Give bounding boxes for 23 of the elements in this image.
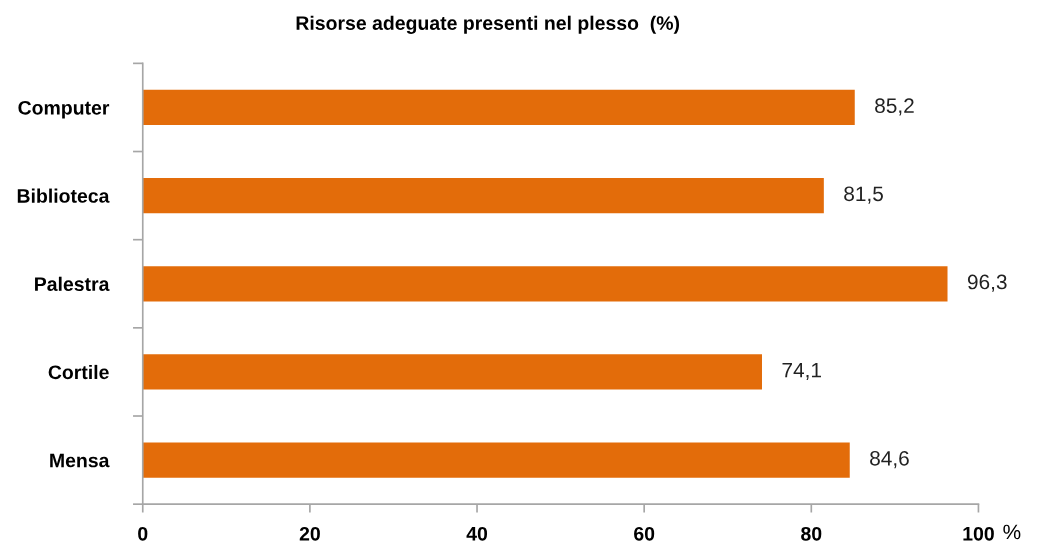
y-tick-label: Biblioteca [17, 188, 110, 203]
x-tick-label: 100 [963, 526, 994, 541]
x-tick-label: 0 [138, 526, 148, 541]
bar [142, 266, 948, 302]
y-tick-label: Mensa [50, 453, 110, 468]
y-tick-label: Palestra [35, 276, 110, 291]
data-label: 74,1 [782, 362, 821, 380]
x-tick-label: 20 [299, 526, 320, 541]
chart-title: Risorse adeguate presenti nel plesso (%) [296, 15, 680, 34]
y-tick-label: Cortile [48, 364, 109, 380]
x-tick-label: 80 [801, 526, 822, 541]
data-label: 81,5 [844, 186, 883, 204]
x-tick-label: 60 [634, 526, 655, 541]
data-label: 96,3 [967, 274, 1007, 292]
x-axis-title: % [1003, 524, 1021, 540]
data-label: 84,6 [870, 450, 909, 469]
bar [142, 442, 850, 478]
data-label: 85,2 [875, 98, 914, 116]
y-tick-label: Computer [18, 100, 110, 119]
bar [142, 89, 855, 126]
x-tick-label: 40 [466, 526, 488, 541]
bar [142, 354, 762, 390]
bar [142, 177, 824, 214]
